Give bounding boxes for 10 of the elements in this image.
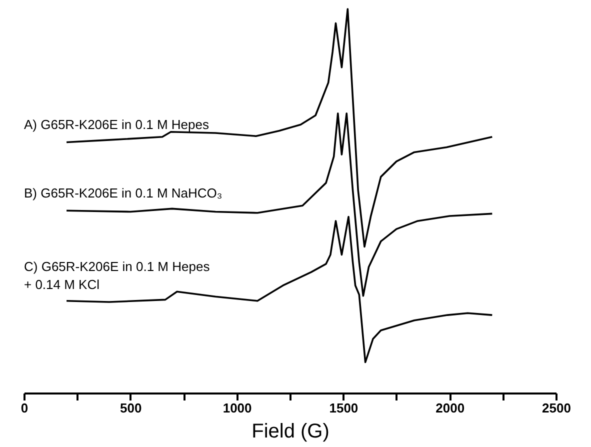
series-label: C) G65R-K206E in 0.1 M Hepes + 0.14 M KCl — [24, 258, 210, 292]
x-tick-label: 1500 — [329, 400, 358, 416]
x-tick-label: 2500 — [542, 400, 571, 416]
x-tick-label: 500 — [120, 400, 142, 416]
x-axis-title: Field (G) — [252, 420, 330, 442]
x-tick-label: 0 — [20, 400, 28, 416]
series-label: B) G65R-K206E in 0.1 M NaHCO₃ — [24, 186, 222, 201]
series-label: A) G65R-K206E in 0.1 M Hepes — [24, 117, 210, 132]
x-tick-label: 2000 — [436, 400, 465, 416]
x-tick-label: 1000 — [222, 400, 252, 416]
